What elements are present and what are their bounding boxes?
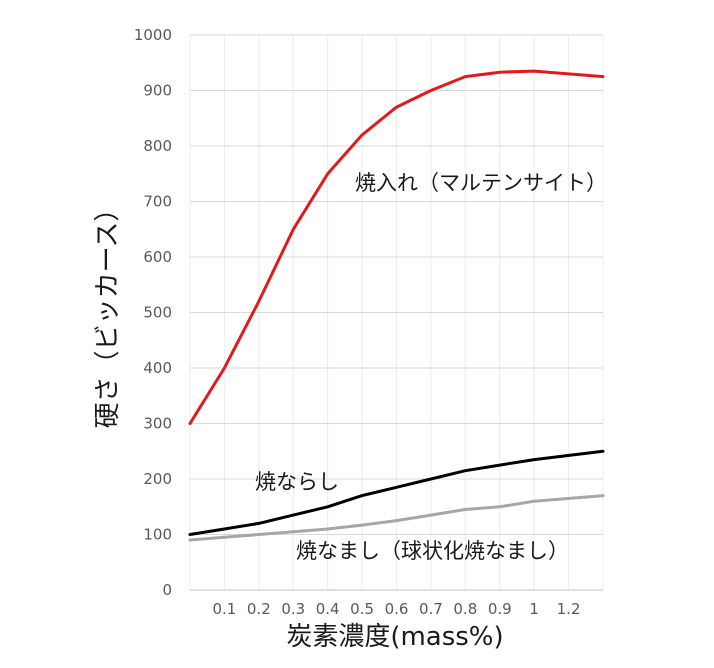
x-tick-label: 0.9 [488, 600, 512, 618]
series-label-quenched: 焼入れ（マルテンサイト） [355, 171, 607, 195]
y-axis-title: 硬さ（ビッカース） [93, 196, 123, 429]
x-tick-label: 1.2 [557, 600, 581, 618]
x-tick-label: 0.8 [453, 600, 477, 618]
series-label-normalized: 焼ならし [255, 470, 339, 494]
y-tick-label: 200 [143, 470, 172, 488]
y-tick-label: 0 [162, 581, 172, 599]
x-tick-label: 0.7 [419, 600, 443, 618]
x-tick-label: 0.1 [212, 600, 236, 618]
y-tick-label: 900 [143, 82, 172, 100]
x-tick-label: 0.2 [247, 600, 271, 618]
x-tick-label: 0.3 [281, 600, 305, 618]
y-tick-labels: 0 100 200 300 400 500 600 700 800 900 1000 [134, 26, 172, 599]
horizontal-gridlines [190, 34, 603, 535]
y-tick-label: 300 [143, 415, 172, 433]
x-tick-label: 0.6 [385, 600, 409, 618]
y-tick-label: 400 [143, 359, 172, 377]
y-tick-label: 1000 [134, 26, 172, 44]
series-label-annealed: 焼なまし（球状化焼なまし） [296, 539, 569, 563]
series-line-2 [188, 494, 605, 542]
y-tick-label: 500 [143, 304, 172, 322]
series-line-1 [188, 449, 605, 536]
series-line-0 [188, 69, 605, 425]
y-tick-label: 100 [143, 526, 172, 544]
y-tick-label: 700 [143, 193, 172, 211]
y-tick-label: 600 [143, 248, 172, 266]
series-lines [188, 69, 605, 542]
y-tick-label: 800 [143, 137, 172, 155]
x-tick-label: 1 [529, 600, 539, 618]
x-tick-label: 0.5 [350, 600, 374, 618]
x-tick-label: 0.4 [316, 600, 340, 618]
x-axis-title: 炭素濃度(mass%) [286, 622, 503, 652]
x-tick-labels: 0.1 0.2 0.3 0.4 0.5 0.6 0.7 0.8 0.9 1 1.2 [212, 600, 580, 618]
